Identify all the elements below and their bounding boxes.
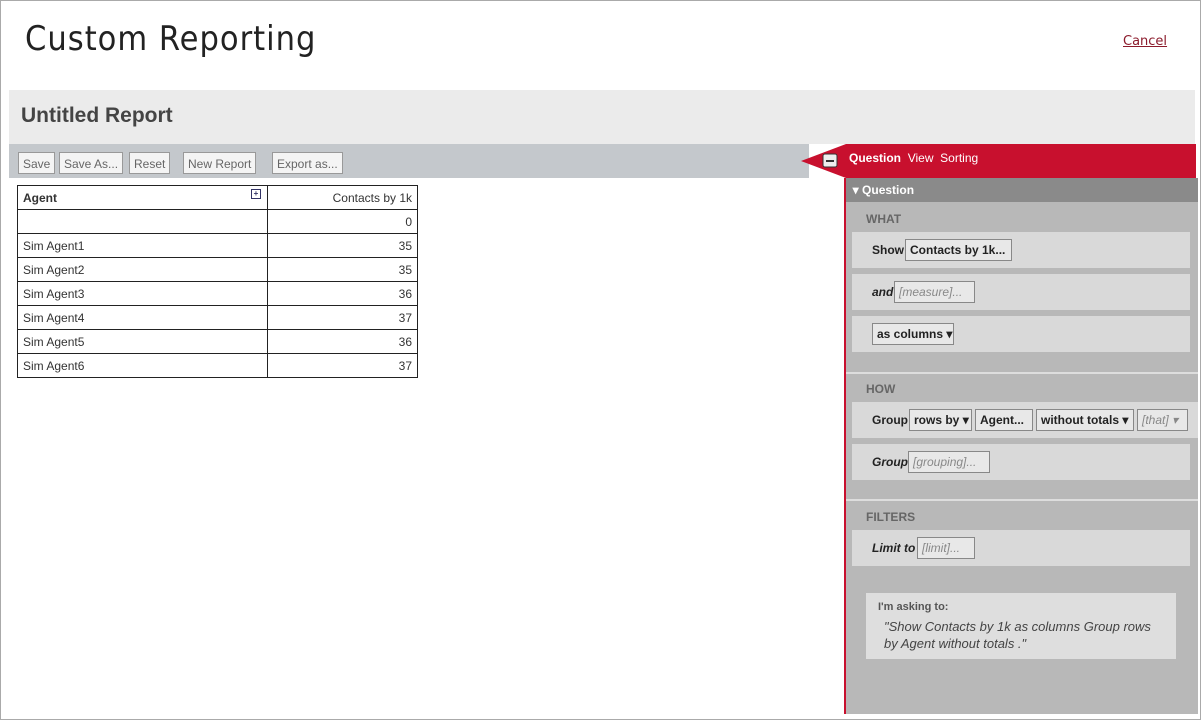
header-row: Agent + Contacts by 1k xyxy=(17,185,418,210)
what-label: WHAT xyxy=(866,212,902,226)
table-row: Sim Agent2 35 xyxy=(17,257,418,282)
value-cell: 36 xyxy=(267,329,418,354)
asking-text: "Show Contacts by 1k as columns Group ro… xyxy=(884,619,1151,651)
as-value: as columns xyxy=(877,327,944,341)
grouping-placeholder[interactable]: [grouping]... xyxy=(908,451,990,473)
and-row: and [measure]... xyxy=(852,274,1190,310)
divider xyxy=(846,372,1198,374)
collapse-minus xyxy=(826,160,834,162)
asking-label: I'm asking to: xyxy=(878,601,949,613)
value-cell: 35 xyxy=(267,257,418,282)
header-cell: Contacts by 1k xyxy=(267,185,418,210)
value-cell: 37 xyxy=(267,353,418,378)
asking-box: I'm asking to: "Show Contacts by 1k as c… xyxy=(866,593,1176,659)
value-cell: 36 xyxy=(267,281,418,306)
filters-row: Limit to [limit]... xyxy=(852,530,1190,566)
toolbar-button[interactable]: New Report xyxy=(183,152,257,174)
table-row: Sim Agent6 37 xyxy=(17,353,418,378)
rows-by-dropdown[interactable]: rows by ▾ xyxy=(909,409,972,431)
value-cell: 37 xyxy=(267,305,418,330)
group-row: Group rows by ▾ Agent... without totals … xyxy=(852,402,1198,438)
tab[interactable]: View xyxy=(907,151,934,165)
expand-icon[interactable]: + xyxy=(251,189,261,199)
tab-bg xyxy=(801,144,1196,178)
rows-by: rows by xyxy=(914,413,960,427)
measure-placeholder[interactable]: [measure]... xyxy=(894,281,975,303)
totals-dropdown[interactable]: without totals ▾ xyxy=(1036,409,1134,431)
divider xyxy=(846,499,1198,501)
tab-bar xyxy=(801,144,1196,178)
that: [that] xyxy=(1142,413,1169,427)
that-dropdown[interactable]: [that] ▾ xyxy=(1137,409,1188,431)
value-cell: 0 xyxy=(267,209,418,234)
group2-label: Group xyxy=(872,455,908,469)
agent-cell: Sim Agent4 xyxy=(17,305,268,330)
question-panel: ▾ Question WHAT Show Contacts by 1k... a… xyxy=(844,178,1198,714)
section-title: Question xyxy=(862,183,915,197)
agent-dropdown[interactable]: Agent... xyxy=(975,409,1033,431)
page-title: Custom Reporting xyxy=(25,19,317,59)
value-cell: 35 xyxy=(267,233,418,258)
report-header: Untitled Report xyxy=(9,90,1195,144)
table-row: Sim Agent1 35 xyxy=(17,233,418,258)
table-row: Sim Agent3 36 xyxy=(17,281,418,306)
limit-placeholder[interactable]: [limit]... xyxy=(917,537,975,559)
filters-label: FILTERS xyxy=(866,510,916,524)
toolbar-button[interactable]: Save As... xyxy=(59,152,124,174)
cancel-link[interactable]: Cancel xyxy=(1123,34,1168,49)
table-row: Sim Agent5 36 xyxy=(17,329,418,354)
agent-cell: Sim Agent5 xyxy=(17,329,268,354)
limit-label: Limit to xyxy=(872,541,916,555)
agent-cell: Sim Agent6 xyxy=(17,353,268,378)
table-row: Sim Agent4 37 xyxy=(17,305,418,330)
table-body: Agent + Contacts by 1k 0 Sim Agent1 35 Sim A… xyxy=(17,185,418,378)
header-cell: Agent + xyxy=(17,185,268,210)
group2-row: Group [grouping]... xyxy=(852,444,1190,480)
toolbar-button[interactable]: Save xyxy=(18,152,56,174)
tab[interactable]: Question xyxy=(849,151,902,165)
agent-cell: Sim Agent3 xyxy=(17,281,268,306)
agent-cell: Sim Agent1 xyxy=(17,233,268,258)
and-label: and xyxy=(872,285,894,299)
header-text: Agent xyxy=(23,190,57,205)
report-title: Untitled Report xyxy=(21,104,173,127)
toolbar-button[interactable]: Reset xyxy=(129,152,171,174)
table-row: 0 xyxy=(17,209,418,234)
section-header[interactable]: ▾ Question xyxy=(846,178,1198,202)
tab[interactable]: Sorting xyxy=(940,151,979,165)
totals: without totals xyxy=(1041,413,1119,427)
what-row: Show Contacts by 1k... xyxy=(852,232,1190,268)
toolbar-button[interactable]: Export as... xyxy=(272,152,343,174)
show-label: Show xyxy=(872,243,904,257)
as-row: as columns ▾ xyxy=(852,316,1190,352)
tabs: Question View Sorting xyxy=(849,151,978,165)
agent-cell xyxy=(17,209,268,234)
as-dropdown[interactable]: as columns ▾ xyxy=(872,323,954,345)
report-table: Agent + Contacts by 1k 0 Sim Agent1 35 Sim A… xyxy=(17,185,418,378)
group-label: Group xyxy=(872,413,908,427)
how-label: HOW xyxy=(866,382,896,396)
agent-cell: Sim Agent2 xyxy=(17,257,268,282)
measure-dropdown[interactable]: Contacts by 1k... xyxy=(905,239,1012,261)
